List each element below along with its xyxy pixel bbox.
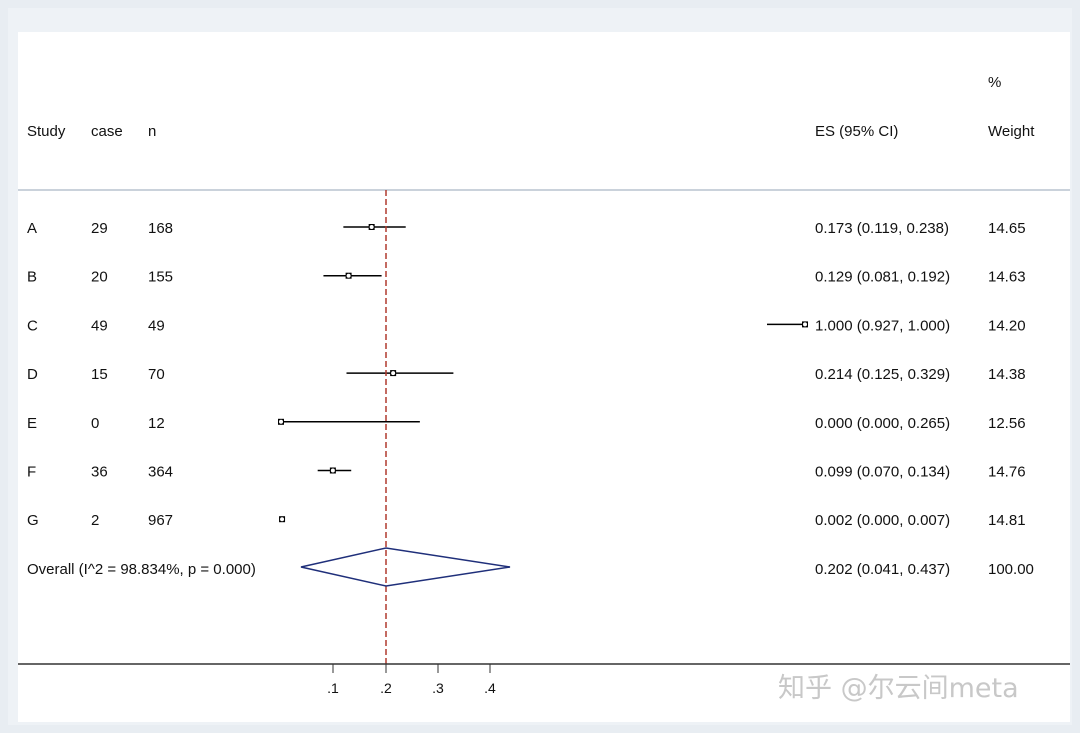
- n-value: 49: [148, 317, 165, 334]
- chart-panel: [18, 32, 1070, 722]
- n-value: 168: [148, 220, 173, 237]
- n-value: 364: [148, 464, 173, 481]
- point-estimate-center: [346, 273, 351, 278]
- es-ci-text: 0.214 (0.125, 0.329): [815, 366, 950, 383]
- case-value: 29: [91, 220, 108, 237]
- watermark: 知乎 @尔云间meta: [778, 673, 1019, 704]
- n-value: 12: [148, 415, 165, 432]
- es-ci-text: 0.000 (0.000, 0.265): [815, 415, 950, 432]
- point-estimate-center: [391, 371, 396, 376]
- weight-value: 14.65: [988, 220, 1026, 237]
- header-es: ES (95% CI): [815, 123, 898, 140]
- study-label: E: [27, 415, 37, 432]
- study-label: D: [27, 366, 38, 383]
- header-n: n: [148, 123, 156, 140]
- header-case: case: [91, 123, 123, 140]
- es-ci-text: 0.002 (0.000, 0.007): [815, 512, 950, 529]
- weight-value: 14.20: [988, 317, 1026, 334]
- study-label: C: [27, 317, 38, 334]
- weight-value: 14.81: [988, 512, 1026, 529]
- x-tick-label: .3: [432, 680, 444, 696]
- study-label: B: [27, 269, 37, 286]
- weight-value: 12.56: [988, 415, 1026, 432]
- n-value: 70: [148, 366, 165, 383]
- study-rows: A 29 168 0.173 (0.119, 0.238) 14.65B 20 155 0.1…: [27, 220, 1026, 529]
- es-ci-text: 0.173 (0.119, 0.238): [815, 220, 949, 237]
- case-value: 0: [91, 415, 99, 432]
- study-row: E 0 12 0.000 (0.000, 0.265) 12.56: [27, 415, 1026, 432]
- x-tick-label: .4: [484, 680, 496, 696]
- case-value: 20: [91, 269, 108, 286]
- header-study: Study: [27, 123, 66, 140]
- study-row: G 2 967 0.002 (0.000, 0.007) 14.81: [27, 512, 1026, 529]
- point-estimate-center: [279, 419, 283, 424]
- overall-diamond: [300, 547, 511, 587]
- study-label: F: [27, 464, 36, 481]
- study-row: B 20 155 0.129 (0.081, 0.192) 14.63: [27, 269, 1026, 286]
- study-row: A 29 168 0.173 (0.119, 0.238) 14.65: [27, 220, 1026, 237]
- es-ci-text: 0.129 (0.081, 0.192): [815, 269, 950, 286]
- study-row: D 15 70 0.214 (0.125, 0.329) 14.38: [27, 366, 1026, 383]
- x-axis-ticks: .1 .2 .3 .4: [327, 664, 496, 696]
- header-weight-percent: %: [988, 74, 1001, 91]
- study-row: F 36 364 0.099 (0.070, 0.134) 14.76: [27, 464, 1026, 481]
- weight-value: 14.76: [988, 464, 1026, 481]
- n-value: 155: [148, 269, 173, 286]
- study-row: C 49 49 1.000 (0.927, 1.000) 14.20: [27, 317, 1026, 334]
- header-weight: Weight: [988, 123, 1035, 140]
- es-ci-text: 0.099 (0.070, 0.134): [815, 464, 950, 481]
- point-estimate-center: [369, 225, 374, 229]
- point-estimate-center: [803, 322, 807, 327]
- n-value: 967: [148, 512, 173, 529]
- case-value: 2: [91, 512, 99, 529]
- overall-weight: 100.00: [988, 561, 1034, 578]
- overall-label: Overall (I^2 = 98.834%, p = 0.000): [27, 561, 256, 578]
- study-label: A: [27, 220, 37, 237]
- es-ci-text: 1.000 (0.927, 1.000): [815, 317, 950, 334]
- overall-es: 0.202 (0.041, 0.437): [815, 561, 950, 578]
- weight-value: 14.63: [988, 269, 1026, 286]
- weight-value: 14.38: [988, 366, 1026, 383]
- x-tick-label: .2: [380, 680, 392, 696]
- point-estimate-center: [280, 517, 285, 522]
- point-estimate-center: [330, 468, 335, 473]
- case-value: 49: [91, 317, 108, 334]
- case-value: 36: [91, 464, 108, 481]
- case-value: 15: [91, 366, 108, 383]
- x-tick-label: .1: [327, 680, 339, 696]
- study-label: G: [27, 512, 39, 529]
